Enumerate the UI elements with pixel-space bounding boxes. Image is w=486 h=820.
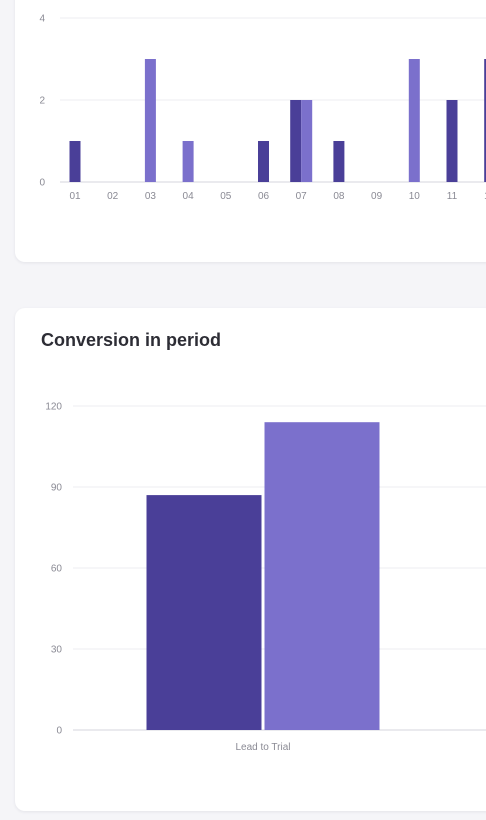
x-tick-label: 04 (183, 191, 195, 202)
daily-bar-chart: 024010203040506070809101112 (39, 14, 486, 202)
bar-series-1 (146, 495, 262, 730)
x-tick-label: 07 (296, 191, 308, 202)
bar-series-1 (290, 100, 302, 182)
bar-series-1 (69, 141, 81, 182)
x-tick-label: 09 (371, 191, 383, 202)
y-tick-label: 2 (39, 96, 45, 107)
x-tick-label: 05 (220, 191, 232, 202)
y-tick-label: 120 (45, 402, 62, 413)
x-tick-label: 08 (333, 191, 345, 202)
x-tick-label: 10 (409, 191, 421, 202)
bar-series-2 (144, 59, 156, 182)
x-tick-label: 03 (145, 191, 157, 202)
conversion-chart-title: Conversion in period (41, 330, 222, 350)
bar-series-2 (264, 422, 380, 730)
bar-series-1 (446, 100, 458, 182)
y-tick-label: 4 (39, 14, 45, 25)
bar-series-2 (408, 59, 420, 182)
y-tick-label: 0 (56, 726, 62, 737)
conversion-card: Conversion in period 0 30 60 90 120 Lead to T… (15, 308, 486, 811)
x-tick-label: 11 (447, 191, 458, 202)
y-tick-label: 60 (51, 564, 63, 575)
daily-chart-card: 024010203040506070809101112 (15, 0, 486, 262)
x-tick-label: 06 (258, 191, 270, 202)
x-tick-label: 02 (107, 191, 119, 202)
bar-series-1 (333, 141, 345, 182)
bar-series-2 (301, 100, 313, 182)
y-tick-label: 0 (39, 178, 45, 189)
x-tick-label: Lead to Trial (235, 742, 290, 753)
x-tick-label: 12 (484, 191, 486, 202)
y-tick-label: 90 (51, 483, 63, 494)
conversion-bar-chart: 0 30 60 90 120 Lead to Trial (45, 402, 486, 753)
y-tick-label: 30 (51, 645, 63, 656)
bar-series-2 (182, 141, 194, 182)
bar-series-1 (258, 141, 269, 182)
bar-series-1 (484, 59, 486, 182)
x-tick-label: 01 (69, 191, 81, 202)
